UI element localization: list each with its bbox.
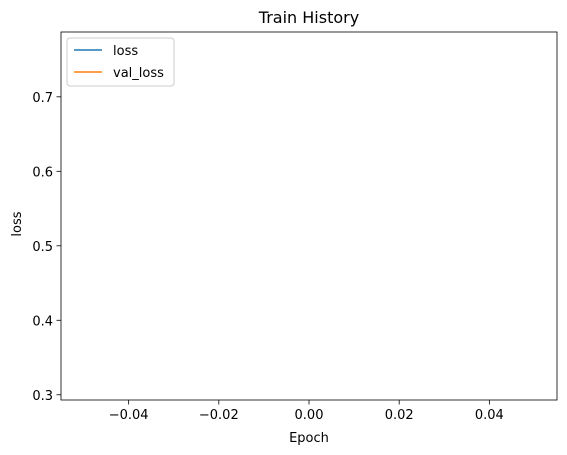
x-axis-label: Epoch: [289, 431, 329, 446]
x-tick-label: 0.02: [385, 408, 414, 423]
x-tick-label: 0.04: [475, 408, 504, 423]
x-axis-ticks: −0.04 −0.02 0.00 0.02 0.04: [109, 400, 504, 423]
legend-label-val-loss: val_loss: [113, 66, 164, 81]
y-axis-ticks: 0.3 0.4 0.5 0.6 0.7: [32, 91, 61, 404]
x-tick-label: 0.00: [295, 408, 324, 423]
y-tick-label: 0.6: [32, 165, 53, 180]
y-tick-label: 0.3: [32, 389, 53, 404]
chart-title: Train History: [258, 8, 359, 27]
x-tick-label: −0.02: [199, 408, 239, 423]
legend: loss val_loss: [66, 37, 175, 87]
y-axis-label: loss: [10, 211, 25, 236]
legend-label-loss: loss: [113, 44, 138, 59]
x-tick-label: −0.04: [109, 408, 149, 423]
y-tick-label: 0.7: [32, 91, 53, 106]
y-tick-label: 0.4: [32, 314, 53, 329]
y-tick-label: 0.5: [32, 240, 53, 255]
